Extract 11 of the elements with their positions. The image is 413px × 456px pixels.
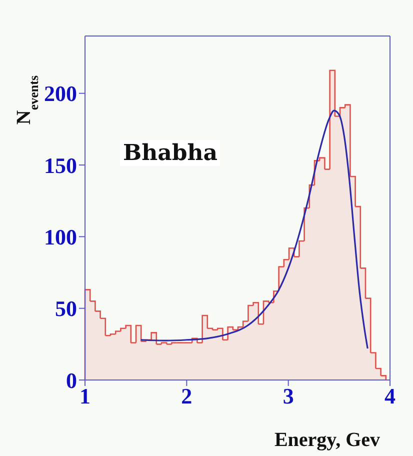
y-tick-label: 50 — [55, 296, 77, 322]
x-tick-label: 1 — [80, 384, 90, 409]
x-axis-title: Energy, Gev — [274, 429, 380, 451]
x-tick-label: 2 — [181, 384, 192, 409]
annotation: Bhabha — [120, 140, 220, 166]
y-tick-label: 200 — [44, 81, 77, 106]
x-tick-label: 4 — [384, 384, 396, 409]
y-tick-label: 150 — [44, 152, 77, 178]
y-tick-label: 0 — [66, 368, 77, 393]
y-tick-label: 100 — [44, 224, 77, 250]
x-tick-label: 3 — [282, 384, 294, 409]
